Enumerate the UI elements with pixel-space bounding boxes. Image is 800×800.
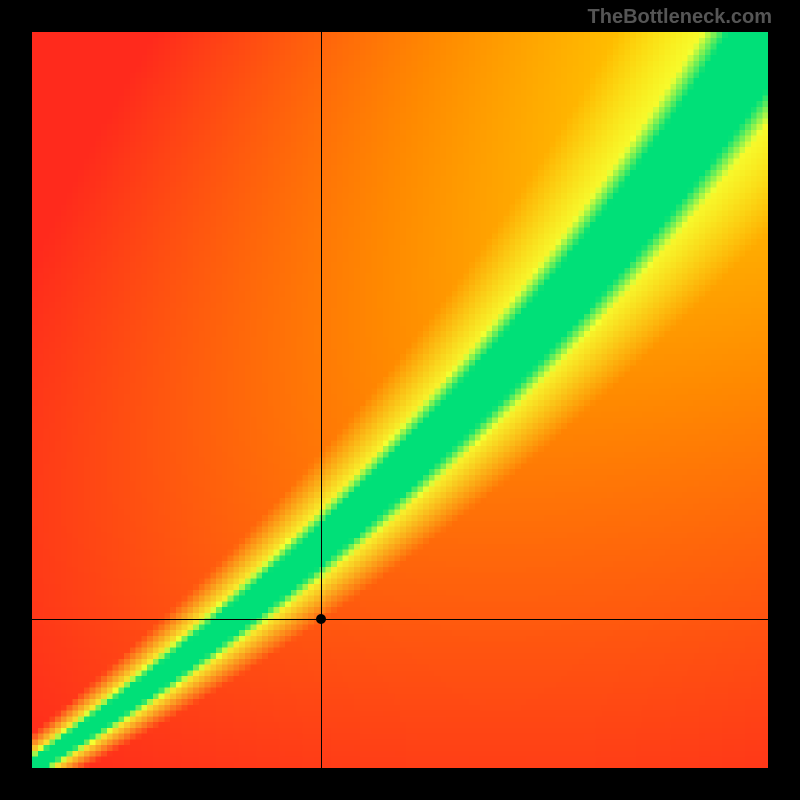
heatmap-canvas — [32, 32, 768, 768]
crosshair-vertical — [321, 32, 322, 768]
crosshair-marker — [316, 614, 326, 624]
crosshair-horizontal — [32, 619, 768, 620]
watermark-text: TheBottleneck.com — [588, 6, 772, 29]
bottleneck-heatmap — [32, 32, 768, 768]
